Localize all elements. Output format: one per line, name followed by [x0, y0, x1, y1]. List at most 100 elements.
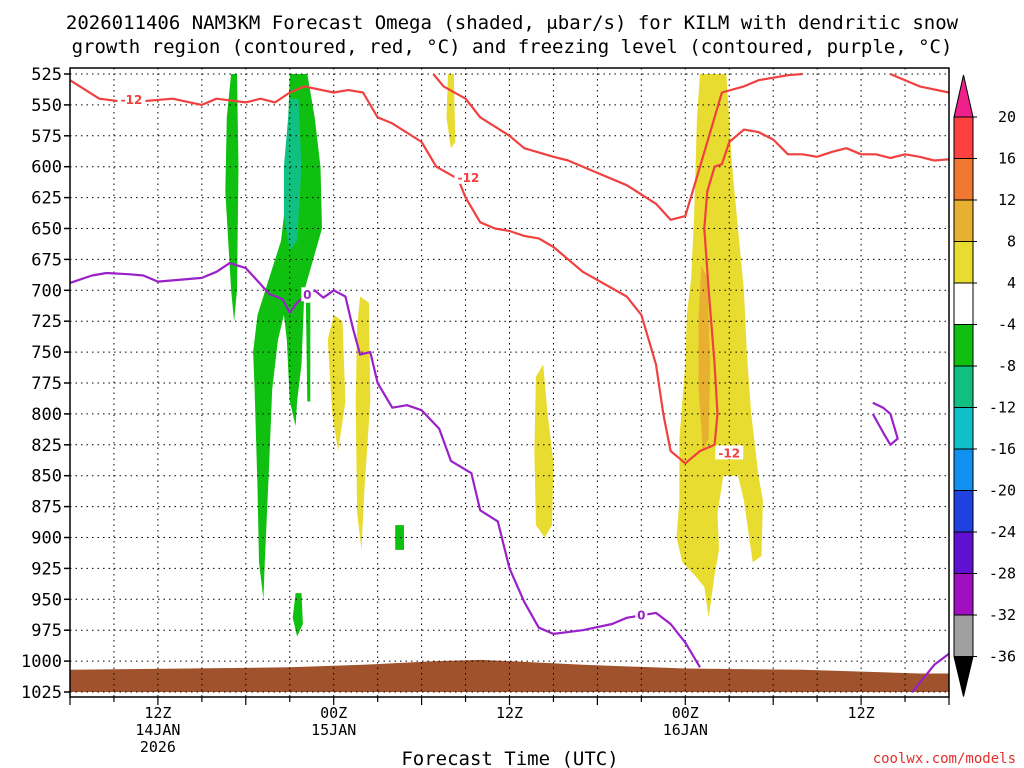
dgz-label-1-bg [454, 169, 483, 184]
colorbar-label-12: 12 [998, 191, 1016, 209]
x-tick-label-6-0: 12Z [144, 704, 171, 722]
y-tick-label-550: 550 [31, 96, 62, 116]
y-tick-label-825: 825 [31, 436, 62, 456]
y-tick-label-1025: 1025 [21, 683, 62, 703]
y-tick-label-850: 850 [31, 467, 62, 487]
y-tick-label-725: 725 [31, 312, 62, 332]
dgz-contour-0 [69, 79, 950, 465]
freezing-contour-2 [871, 401, 899, 446]
y-tick-label-525: 525 [31, 65, 62, 85]
y-tick-label-600: 600 [31, 158, 62, 178]
colorbar-bin-4-8 [953, 241, 974, 284]
x-tick-label-6-1: 14JAN [135, 721, 180, 739]
contour-label-layer: -12 -12 -12 0 0 [117, 91, 744, 622]
y-tick-label-650: 650 [31, 220, 62, 240]
freezing-label-0: 0 [303, 288, 311, 302]
colorbar-label--28: -28 [989, 565, 1016, 583]
omega-region-yellow-2 [355, 296, 371, 550]
x-axis-label: Forecast Time (UTC) [401, 748, 618, 768]
colorbar-label-8: 8 [1007, 233, 1016, 251]
dgz-contour-layer [69, 72, 950, 465]
freezing-level-contour-layer [69, 262, 950, 693]
colorbar-bin-16-20 [953, 116, 974, 159]
dgz-label-0-bg [117, 91, 146, 106]
y-tick-label-975: 975 [31, 621, 62, 641]
omega-shading-layer [225, 74, 763, 637]
colorbar: 20 16 12 8 4 -4 -8 -12 -16 -20 -24 -28 -32 -36 [953, 74, 1016, 697]
terrain-layer [70, 659, 949, 692]
dgz-label-0: -12 [121, 93, 143, 107]
colorbar-bin--28--24 [953, 531, 974, 574]
freezing-label-0-bg [301, 287, 314, 302]
colorbar-bin--20--16 [953, 448, 974, 491]
y-tick-label-675: 675 [31, 250, 62, 270]
colorbar-bin--24--20 [953, 490, 974, 533]
colorbar-label--32: -32 [989, 606, 1016, 624]
y-tick-label-800: 800 [31, 405, 62, 425]
dgz-label-1: -12 [458, 171, 480, 185]
terrain-fill [70, 659, 949, 692]
colorbar-label--8: -8 [998, 357, 1016, 375]
y-tick-label-925: 925 [31, 559, 62, 579]
omega-region-green-blob-low [292, 593, 303, 637]
x-tick-label-18-1: 15JAN [311, 721, 356, 739]
grid-layer [69, 68, 950, 697]
y-tick-label-1000: 1000 [21, 652, 62, 672]
omega-region-yellow-4 [534, 364, 554, 538]
omega-region-green-column-2 [253, 74, 322, 600]
colorbar-bin--12--8 [953, 365, 974, 408]
colorbar-label-16: 16 [998, 150, 1016, 168]
omega-region-yellow-5 [676, 74, 763, 618]
y-tick-label-775: 775 [31, 374, 62, 394]
y-tick-label-950: 950 [31, 590, 62, 610]
colorbar-label-20: 20 [998, 108, 1016, 126]
colorbar-bin--16--12 [953, 407, 974, 450]
freezing-label-1: 0 [637, 608, 645, 622]
colorbar-label--24: -24 [989, 523, 1016, 541]
freezing-label-1-bg [635, 607, 648, 622]
credit-link[interactable]: coolwx.com/models [873, 751, 1016, 767]
y-tick-label-575: 575 [31, 127, 62, 147]
omega-region-green-column-1 [225, 74, 239, 322]
y-tick-label-875: 875 [31, 498, 62, 518]
colorbar-bin--4-4 [953, 282, 974, 325]
y-tick-label-750: 750 [31, 343, 62, 363]
colorbar-label--36: -36 [989, 648, 1016, 666]
chart-title-line2: growth region (contoured, red, °C) and f… [72, 36, 953, 58]
colorbar-label--4: -4 [998, 316, 1016, 334]
omega-region-yellow-3 [446, 74, 456, 149]
colorbar-bin--32--28 [953, 573, 974, 616]
omega-region-green-spike [305, 302, 311, 402]
dgz-contour-1 [432, 72, 803, 221]
colorbar-bin-12-16 [953, 158, 974, 201]
dgz-contour-2 [889, 72, 950, 94]
omega-region-yellow-1 [327, 315, 346, 451]
omega-region-green-square [395, 525, 404, 550]
dgz-label-2: -12 [718, 446, 740, 460]
omega-region-teal-ring [283, 98, 302, 251]
freezing-contour-0 [69, 262, 701, 668]
colorbar-bin--36--32 [953, 614, 974, 657]
x-tick-label-42-0: 00Z [672, 704, 699, 722]
y-tick-label-700: 700 [31, 281, 62, 301]
x-tick-label-6-2: 2026 [140, 738, 176, 756]
omega-region-orange-core [698, 265, 711, 451]
colorbar-bin--8--4 [953, 324, 974, 367]
colorbar-top-arrow [953, 74, 974, 118]
x-tick-label-18-0: 00Z [320, 704, 347, 722]
dgz-label-2-bg [715, 445, 744, 460]
x-tick-label-54-0: 12Z [848, 704, 875, 722]
colorbar-label-4: 4 [1007, 274, 1016, 292]
colorbar-label--12: -12 [989, 399, 1016, 417]
y-tick-label-625: 625 [31, 189, 62, 209]
colorbar-bin-8-12 [953, 199, 974, 242]
freezing-contour-1 [911, 652, 950, 693]
x-tick-label-30-0: 12Z [496, 704, 523, 722]
y-tick-label-900: 900 [31, 529, 62, 549]
y-axis: 525 550 575 600 625 650 675 700 725 750 775 800 825 8… [21, 65, 70, 703]
chart-title-line1: 2026011406 NAM3KM Forecast Omega (shaded… [66, 12, 959, 34]
colorbar-label--20: -20 [989, 482, 1016, 500]
colorbar-bottom-arrow [953, 656, 974, 697]
